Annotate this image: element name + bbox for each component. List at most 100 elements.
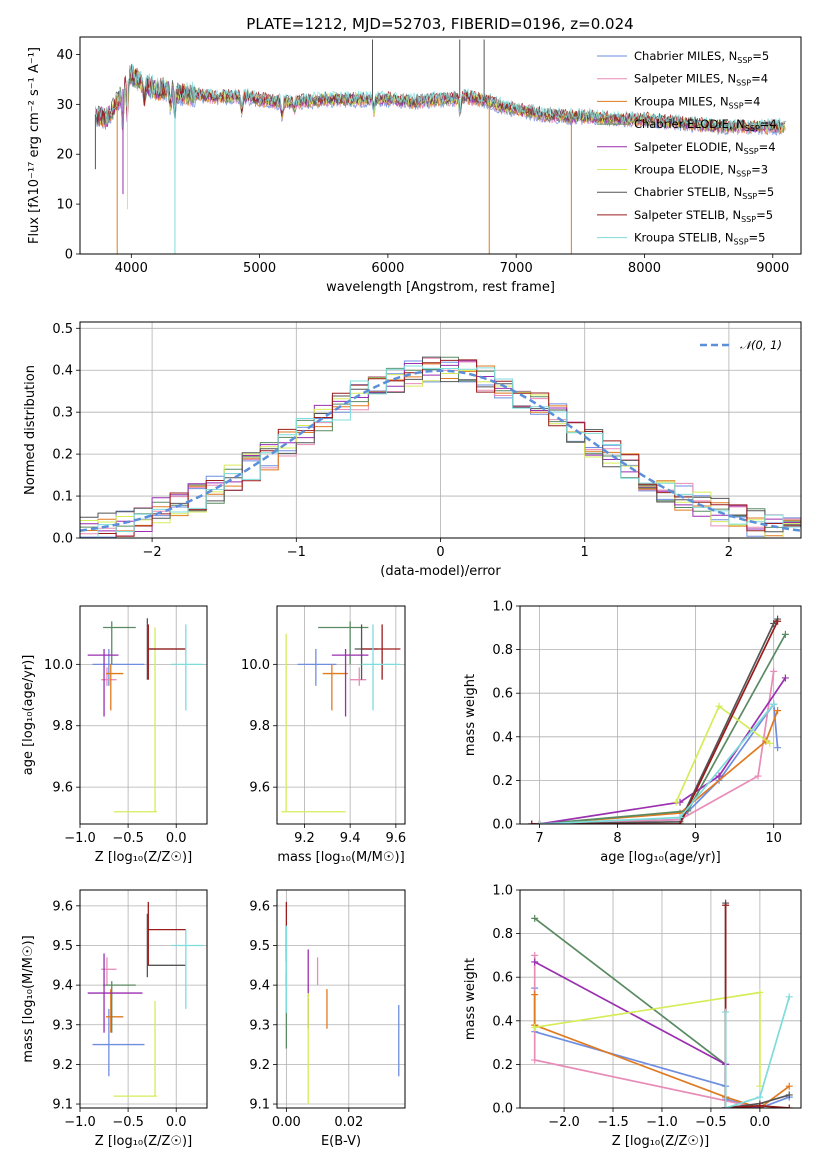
plot-area [80,356,801,538]
plot-area [87,901,204,1097]
spectrum-line-salpeter_elodie [95,68,786,133]
mass-weight-marker-salpeter_stelib [756,1102,764,1108]
y-tick-label: 0.0 [52,532,73,547]
x-tick-label: −2.0 [548,1115,580,1130]
x-tick-label: 2 [725,545,733,560]
mass-weight-vs-age-panel: 7 8 9 10 0.0 0.2 0.4 0.6 0.8 1.0 age [log₁₀(age/yr… [463,600,802,865]
mass-weight-marker-salpeter_stelib [722,901,730,909]
legend-tail: =4 [744,94,761,108]
gaussian-legend-label: 𝒩(0, 1) [740,338,782,352]
y-tick-label: 9.8 [249,719,270,734]
mass-weight-marker-kroupa_miles [531,991,539,999]
legend-sub: SSP [742,192,757,201]
x-axis-label: Z [log₁₀(Z/Z☉)] [95,850,192,865]
x-tick-label: 9000 [756,261,789,276]
legend-entry: Kroupa MILES, NSSP=4 [634,94,760,110]
legend-entry: Kroupa STELIB, NSSP=5 [634,231,765,247]
plot-area [94,39,786,254]
spectrum-panel: 4000 5000 6000 7000 8000 9000 0 10 20 30 40 wavelen… [27,36,802,295]
legend-sub: SSP [734,238,749,247]
legend-sub: SSP [741,215,756,224]
mass-weight-marker-salpeter_miles [754,772,762,780]
legend-sub: SSP [745,124,760,133]
y-tick-label: 0.6 [492,687,513,702]
x-tick-label: 9.2 [294,831,315,846]
mass-weight-marker-salpeter_miles [531,951,539,959]
y-axis-label: mass weight [463,674,478,756]
residuals-panel: −2 −1 0 1 2 0.0 0.1 0.2 0.3 0.4 0.5 (data-model)/er… [23,321,802,579]
y-tick-label: 9.2 [249,1058,270,1073]
y-axis-label: mass weight [463,958,478,1040]
legend-entry: Chabrier MILES, NSSP=5 [634,49,769,65]
y-tick-label: 0.4 [52,364,73,379]
legend-sub: SSP [737,56,752,65]
mass-weight-line-salpeter_stelib [724,905,790,1108]
x-axis-label: Z [log₁₀(Z/Z☉)] [95,1134,192,1149]
y-tick-label: 9.1 [52,1098,73,1113]
axes-frame [79,889,208,1109]
age-vs-metallicity-panel: −1.0 −0.5 0.0 9.6 9.8 10.0 Z [log₁₀(Z/Z☉)] age … [21,605,208,865]
legend-tail: =5 [749,231,766,245]
y-tick-label: 9.5 [249,939,270,954]
legend-tail: =5 [757,185,774,199]
y-axis-label: Normed distribution [23,365,38,495]
legend-entry: Kroupa ELODIE, NSSP=3 [634,163,768,179]
mass-weight-marker-kroupa_elodie [715,702,723,710]
x-tick-label: −0.5 [695,1115,727,1130]
legend-tail: =4 [759,140,776,154]
plot-area [285,901,400,1105]
legend-sub: SSP [729,101,744,110]
legend-text: Kroupa STELIB, N [634,231,734,245]
y-tick-label: 1.0 [492,884,513,899]
x-tick-label: 0.00 [272,1115,301,1130]
legend-entry: Salpeter ELODIE, NSSP=4 [634,140,776,156]
legend-entry: Salpeter MILES, NSSP=4 [634,72,768,88]
y-tick-label: 9.4 [249,979,270,994]
legend-text: Chabrier ELODIE, N [634,117,745,131]
y-tick-label: 9.6 [249,899,270,914]
y-tick-label: 0.4 [492,730,513,745]
mass-weight-marker-salpeter_elodie [781,674,789,682]
mass-weight-vs-metallicity-panel: −2.0 −1.5 −1.0 −0.5 0.0 0.0 0.2 0.4 0.6 0.8 1.0 Z [… [463,884,802,1149]
axes-frame [276,605,406,825]
x-tick-label: −1.0 [64,1115,96,1130]
x-tick-label: 1 [581,545,589,560]
mass-weight-marker-salpeter_stelib [676,820,684,824]
y-tick-label: 9.6 [249,781,270,796]
x-tick-label: 9.4 [340,831,361,846]
mass-weight-marker-kroupa_stelib [785,993,793,1001]
y-tick-label: 9.8 [52,719,73,734]
mass-weight-marker-kroupa_miles [774,707,782,715]
mass-weight-marker-salpeter_elodie [531,958,539,966]
x-tick-label: 0.0 [750,1115,771,1130]
legend-text: Kroupa ELODIE, N [634,163,736,177]
legend-entry: Chabrier STELIB, NSSP=5 [634,185,774,201]
mass-weight-line-salpeter_miles [531,671,775,824]
legend-tail: =3 [751,163,768,177]
legend-text: Salpeter MILES, N [634,72,736,86]
plot-area [528,615,789,824]
y-tick-label: 0.3 [52,406,73,421]
x-tick-label: 0.02 [334,1115,363,1130]
y-tick-label: 9.6 [52,781,73,796]
x-tick-label: 9.6 [386,831,407,846]
x-axis-label: Z [log₁₀(Z/Z☉)] [612,1134,709,1149]
legend-tail: =5 [752,49,769,63]
x-tick-label: −1 [287,545,306,560]
y-tick-label: 30 [56,98,73,113]
x-tick-label: −1.0 [64,831,96,846]
x-axis-label: (data-model)/error [380,564,501,579]
y-tick-label: 40 [56,48,73,63]
x-tick-label: 10 [765,831,782,846]
y-tick-label: 0.2 [492,774,513,789]
x-tick-label: 0.0 [166,831,187,846]
x-tick-label: 7000 [500,261,533,276]
y-tick-label: 10 [56,198,73,213]
histogram-step-kroupa_stelib [97,365,801,538]
x-tick-label: 5000 [243,261,276,276]
y-tick-label: 9.1 [249,1098,270,1113]
y-tick-label: 0.2 [52,448,73,463]
y-tick-label: 0.1 [52,490,73,505]
legend-sub: SSP [744,147,759,156]
